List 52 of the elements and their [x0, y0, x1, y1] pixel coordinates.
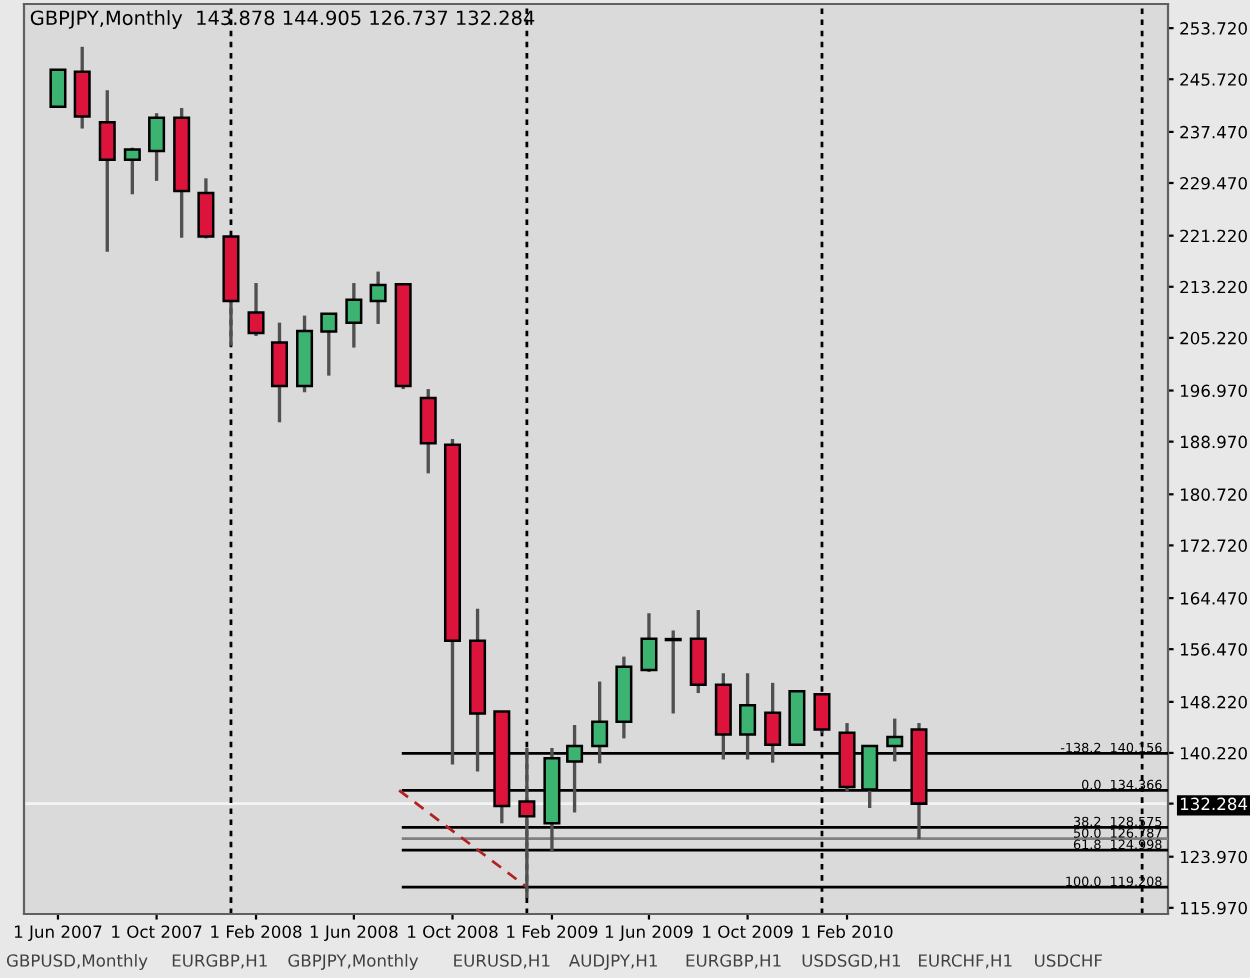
candlestick	[689, 608, 707, 695]
chart-title: GBPJPY,Monthly 143.878 144.905 126.737 132.284	[30, 10, 535, 29]
candlestick	[419, 387, 437, 476]
candlestick	[270, 320, 289, 424]
y-tick-label: 245.720	[1180, 73, 1247, 86]
text: USDCHF	[1035, 954, 1102, 967]
y-tick-label: 164.470	[1180, 592, 1247, 605]
candlestick	[664, 628, 682, 716]
candlestick	[247, 281, 265, 338]
y-tick-label: 188.970	[1180, 435, 1247, 449]
y-tick-label: 196.970	[1180, 384, 1247, 398]
text: GBPUSD,Monthly	[6, 953, 148, 971]
text: EURGBP,H1	[172, 954, 267, 969]
candlestick	[345, 281, 363, 350]
y-tick-label: 237.470	[1180, 125, 1247, 139]
candlestick	[197, 176, 215, 241]
y-tick-label: 156.470	[1180, 643, 1247, 656]
x-tick-label: 1 Oct 2009	[703, 925, 793, 939]
text: EURUSD,H1	[454, 954, 550, 969]
candlestick	[49, 68, 67, 109]
candlestick	[640, 611, 658, 674]
y-tick-label: 132.284	[1180, 797, 1248, 811]
candlestick	[148, 111, 166, 183]
x-tick-label: 1 Feb 2010	[802, 925, 893, 939]
candlestick	[73, 45, 91, 131]
x-tick-label: 1 Jun 2007	[14, 925, 102, 942]
y-tick-label: 253.720	[1180, 22, 1247, 35]
candlestick	[98, 88, 116, 254]
text: EURCHF,H1	[919, 954, 1012, 969]
y-tick-label: 172.720	[1180, 539, 1247, 552]
text: EURGBP,H1	[686, 954, 781, 969]
y-tick-label: 221.220	[1180, 229, 1247, 243]
y-tick-label: 148.220	[1180, 695, 1247, 709]
y-tick-label: 140.220	[1180, 746, 1247, 760]
x-tick-label: 1 Jun 2008	[310, 925, 398, 942]
x-tick-label: 1 Feb 2008	[211, 925, 302, 939]
text: AUDJPY,H1	[568, 954, 657, 970]
x-tick-label: 1 Jun 2009	[605, 925, 693, 942]
x-tick-label: 1 Oct 2008	[408, 925, 498, 939]
candlestick	[123, 146, 141, 196]
y-tick-label: 205.220	[1180, 331, 1247, 345]
text: USDSGD,H1	[802, 954, 901, 969]
y-tick-label: 115.970	[1180, 901, 1247, 915]
candlestick	[320, 312, 338, 378]
x-tick-label: 1 Feb 2009	[507, 925, 598, 939]
y-tick-label: 180.720	[1180, 488, 1247, 501]
y-tick-label: 123.970	[1180, 850, 1247, 864]
candlestick	[369, 269, 387, 326]
text: GBPJPY,Monthly	[288, 953, 419, 971]
y-tick-label: 213.220	[1180, 280, 1247, 294]
y-tick-label: 229.470	[1180, 176, 1247, 190]
x-tick-label: 1 Oct 2007	[112, 925, 202, 939]
